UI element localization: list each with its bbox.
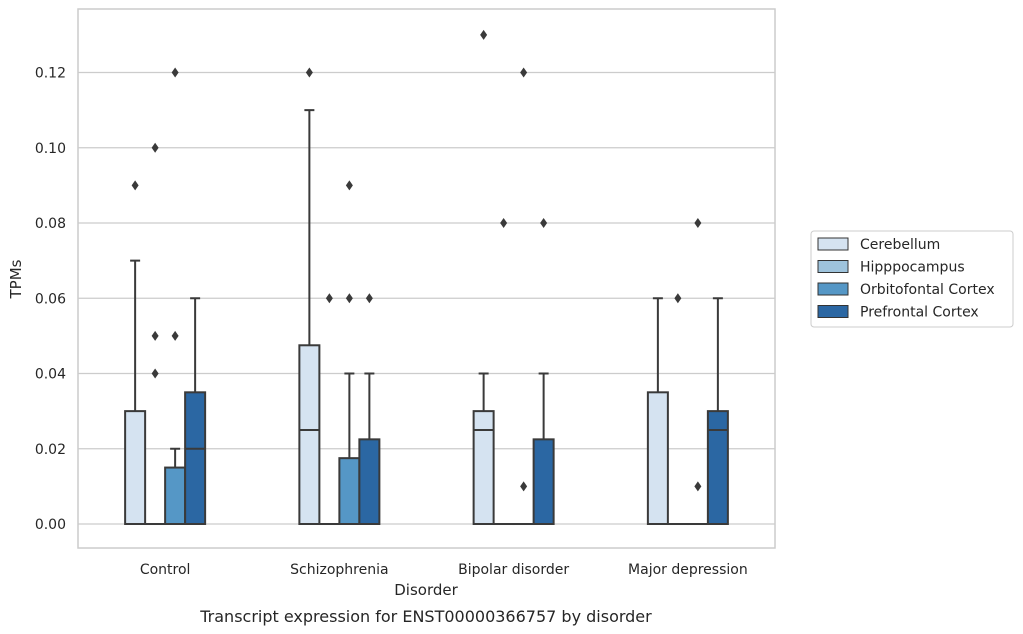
box-prefrontal-cortex [532, 218, 555, 525]
x-tick-label: Bipolar disorder [458, 562, 569, 578]
box-iqr [338, 457, 361, 525]
boxes [124, 29, 729, 526]
box-cerebellum [124, 180, 147, 525]
outlier-point [520, 67, 528, 78]
outlier-point [151, 368, 159, 379]
outlier-point [325, 293, 333, 304]
x-tick-label: Schizophrenia [290, 562, 388, 578]
y-tick-label: 0.12 [35, 66, 66, 82]
legend-label: Hipppocampus [860, 260, 965, 276]
box-orbitofontal-cortex [512, 67, 535, 526]
legend-label: Prefrontal Cortex [860, 305, 979, 321]
box-hipppocampus [492, 218, 515, 526]
outlier-point [305, 67, 313, 78]
legend: Cerebellum Hipppocampus Orbitofontal Corte… [810, 230, 1014, 328]
outlier-point [345, 180, 353, 191]
box-iqr [532, 438, 555, 525]
outlier-point [520, 481, 528, 492]
box-iqr [358, 438, 381, 525]
box-cerebellum [646, 297, 669, 525]
x-tick-label: Major depression [628, 562, 748, 578]
outlier-point [674, 293, 682, 304]
legend-label: Cerebellum [860, 237, 940, 253]
outlier-point [131, 180, 139, 191]
box-hipppocampus [318, 293, 341, 526]
legend-frame [810, 230, 1014, 328]
box-iqr [298, 344, 321, 525]
y-tick-label: 0.02 [35, 442, 66, 458]
outlier-point [171, 330, 179, 341]
y-axis-title: TPMs [7, 259, 25, 299]
box-cerebellum [472, 29, 495, 525]
outlier-point [151, 330, 159, 341]
box-iqr [472, 410, 495, 525]
y-tick-label: 0.10 [35, 141, 66, 157]
box-iqr [124, 410, 147, 525]
box-prefrontal-cortex [706, 297, 729, 525]
outlier-point [694, 218, 702, 228]
y-tick-label: 0.00 [35, 517, 66, 533]
y-tick-label: 0.04 [35, 367, 66, 383]
y-axis-ticks: 0.00 0.02 0.04 0.06 0.08 0.10 0.12 [35, 66, 66, 534]
y-tick-label: 0.08 [35, 216, 66, 232]
outlier-point [500, 218, 508, 228]
box-prefrontal-cortex [358, 293, 381, 525]
legend-swatch [817, 305, 849, 318]
box-cerebellum [298, 67, 321, 525]
outlier-point [365, 293, 373, 304]
box-prefrontal-cortex [184, 297, 207, 525]
legend-label: Orbitofontal Cortex [860, 282, 995, 298]
outlier-point [480, 29, 488, 40]
legend-swatch [817, 282, 849, 296]
y-tick-label: 0.06 [35, 291, 66, 307]
x-tick-label: Control [140, 562, 191, 578]
x-axis-ticks: Control Schizophrenia Bipolar disorder Majo… [140, 562, 748, 578]
legend-swatch [817, 260, 849, 273]
box-iqr [706, 410, 729, 525]
box-orbitofontal-cortex [164, 67, 187, 525]
outlier-point [345, 293, 353, 304]
box-iqr [164, 466, 187, 525]
legend-swatch [817, 237, 849, 251]
outlier-point [151, 142, 159, 153]
box-iqr [646, 391, 669, 525]
chart-caption: Transcript expression for ENST0000036675… [199, 607, 652, 626]
outlier-point [171, 67, 179, 78]
x-axis-title: Disorder [394, 581, 458, 599]
outlier-point [540, 218, 548, 228]
box-iqr [184, 391, 207, 525]
outlier-point [694, 481, 702, 492]
